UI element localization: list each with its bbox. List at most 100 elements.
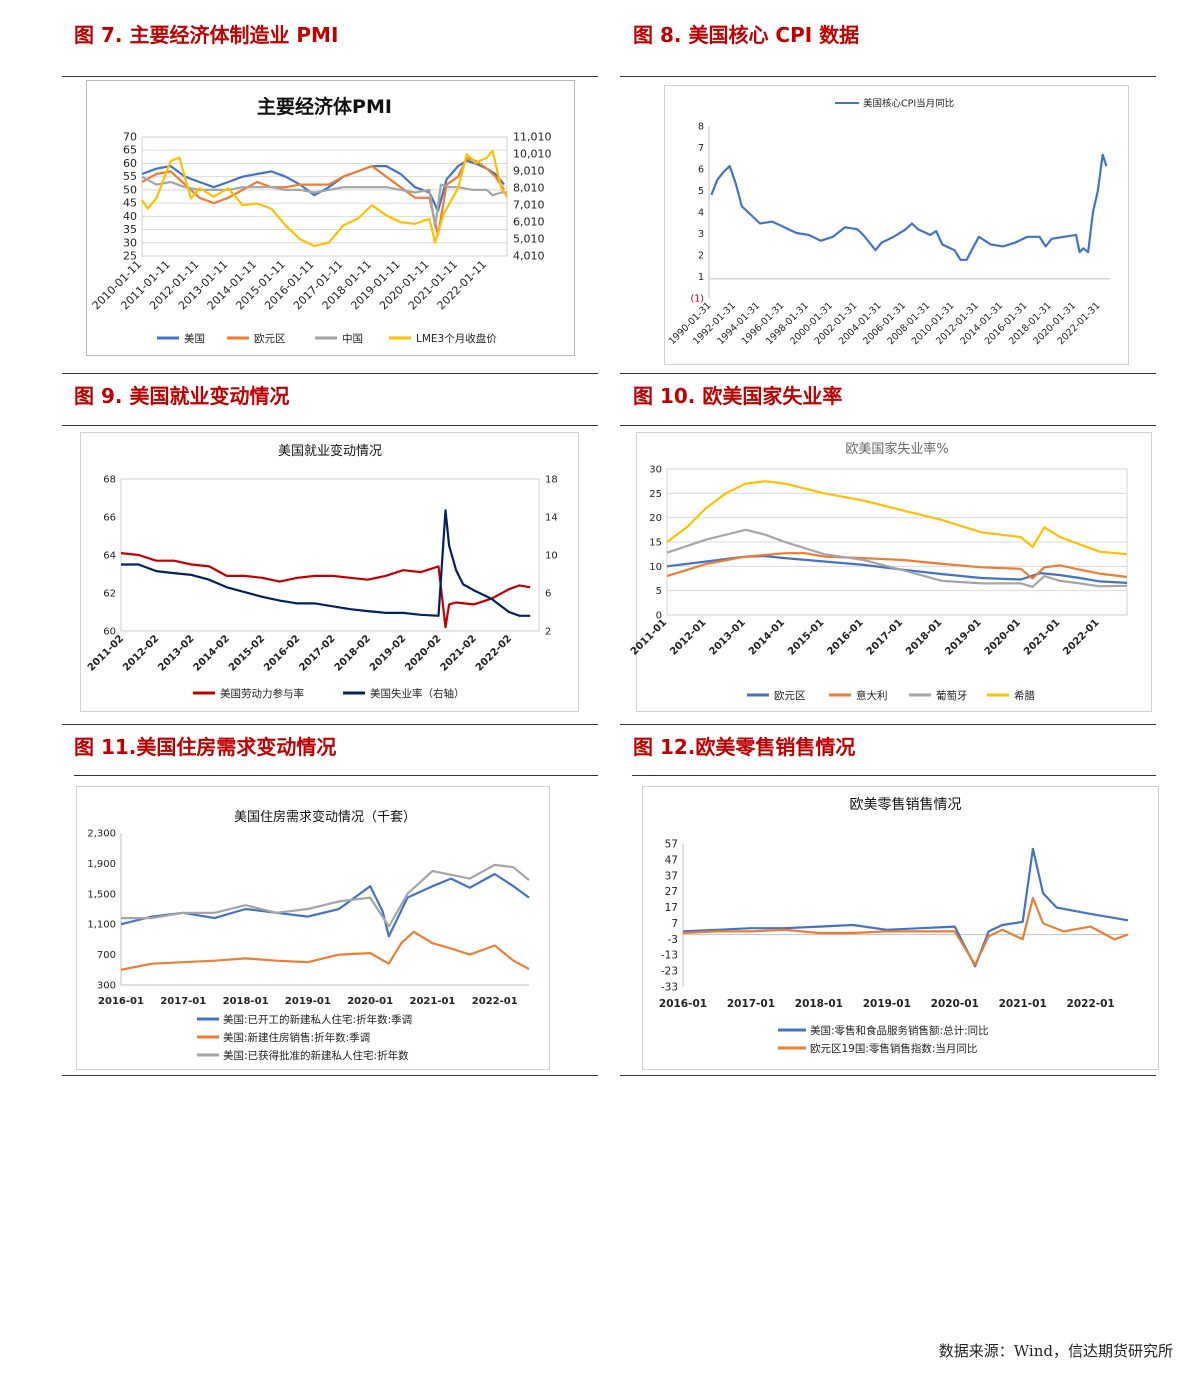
y-tick-label: 47: [665, 854, 678, 866]
chart-title: 欧美零售销售情况: [850, 797, 962, 813]
legend-label: 美国:已获得批准的新建私人住宅:折年数: [223, 1049, 409, 1062]
y-tick-label: 7: [671, 918, 678, 930]
x-tick-label: 2022-01: [1061, 617, 1101, 657]
chart-panel-c7: 主要经济体PMI 25 30 35 40 45 50 55 60 65 70 4,010 5,010 6,…: [86, 80, 575, 356]
legend-label: 美国劳动力参与率: [220, 687, 304, 700]
series-line-1: [710, 153, 1108, 261]
x-tick-label: 2019-01: [943, 617, 983, 657]
x-tick-label: 2018-01: [795, 998, 843, 1010]
legend-label: 欧元区: [254, 333, 286, 345]
series-line-2: [120, 930, 530, 971]
legend-label: 希腊: [1014, 689, 1036, 702]
x-tick-label: 2017-01: [160, 996, 206, 1007]
y2-tick-label: 10: [545, 551, 558, 562]
chart-title: 欧美国家失业率%: [845, 441, 948, 457]
x-tick-label: 2022-01: [472, 996, 518, 1007]
legend-label: 意大利: [856, 689, 888, 702]
x-tick-label: 2018-01: [223, 996, 269, 1007]
series-line-2: [121, 509, 531, 617]
y-tick-label: 10: [649, 562, 662, 573]
x-tick-label: 2020-02: [403, 633, 443, 673]
legend-label: 欧元区19国:零售销售指数:当月同比: [810, 1042, 977, 1055]
y-tick-label: 65: [123, 144, 137, 157]
x-tick-label: 2019-01: [285, 996, 331, 1007]
chart-c9: 美国就业变动情况 60 62 64 66 68 2 6 10 14 18 2011-022012-02…: [86, 443, 558, 700]
x-tick-label: 2014-01: [747, 617, 787, 657]
series-line-1: [682, 847, 1129, 968]
x-tick-label: 2021-01: [999, 998, 1047, 1010]
x-tick-label: 2012-01: [668, 617, 708, 657]
y-tick-label: 60: [103, 627, 116, 638]
y-tick-label: 55: [123, 170, 137, 183]
y-tick-label: 1: [698, 272, 704, 283]
y-tick-label: 68: [103, 475, 116, 486]
series-line-3: [121, 863, 530, 928]
y2-tick-label: 11,010: [513, 131, 552, 144]
legend-label: 美国失业率（右轴）: [370, 687, 465, 700]
y-tick-label: (1): [691, 294, 704, 305]
series-line-2: [682, 896, 1129, 966]
legend-label: 美国:已开工的新建私人住宅:折年数:季调: [223, 1013, 412, 1026]
y-tick-label: 17: [665, 902, 678, 914]
y2-tick-label: 9,010: [513, 165, 545, 178]
fig10-top-rule: [620, 425, 1156, 426]
fig11-title: 图 11.美国住房需求变动情况: [74, 735, 337, 759]
x-tick-label: 2022-01: [1067, 998, 1115, 1010]
y-tick-label: -3: [668, 934, 678, 946]
x-tick-label: 2019-01: [863, 998, 911, 1010]
chart-panel-c10: 欧美国家失业率% 0 5 10 15 20 25 30 2011-01 2012-01 2013-0…: [629, 432, 1152, 712]
legend-label: 葡萄牙: [936, 689, 968, 702]
y2-tick-label: 6,010: [513, 216, 545, 229]
y-tick-label: 300: [97, 981, 116, 992]
y-tick-label: -13: [661, 950, 678, 962]
x-tick-label: 2012-02: [121, 633, 161, 673]
x-tick-label: 2017-02: [297, 633, 337, 673]
y-tick-label: 50: [123, 183, 137, 196]
x-tick-label: 2022-02: [474, 633, 514, 673]
y-tick-label: 8: [698, 122, 704, 133]
fig9-bottom-rule: [62, 724, 598, 725]
x-tick-label: 2020-01: [931, 998, 979, 1010]
chart-c11: 美国住房需求变动情况（千套） 300 700 1,100 1,500 1,900 2,300…: [87, 809, 530, 1062]
y-tick-label: 30: [123, 236, 137, 249]
x-tick-label: 2021-01: [409, 996, 455, 1007]
y-tick-label: 15: [649, 538, 662, 549]
y-tick-label: 20: [649, 513, 662, 524]
y2-tick-label: 7,010: [513, 199, 545, 212]
y-tick-label: 1,100: [87, 920, 116, 931]
legend-label: 美国核心CPI当月同比: [863, 98, 954, 110]
chart-panel-c9: 美国就业变动情况 60 62 64 66 68 2 6 10 14 18 2011-02 2012-02…: [80, 432, 579, 712]
y2-tick-label: 8,010: [513, 182, 545, 195]
fig8-top-rule: [620, 76, 1156, 77]
x-tick-label: 2019-02: [368, 633, 408, 673]
y-tick-label: 66: [103, 513, 116, 524]
y-tick-label: 30: [649, 465, 662, 476]
fig7-title: 图 7. 主要经济体制造业 PMI: [74, 23, 339, 47]
fig11-bottom-rule: [62, 1075, 598, 1076]
chart-c10: 欧美国家失业率% 0 5 10 15 20 25 30 2011-01 2012-01 2013-0…: [629, 441, 1128, 702]
y-tick-label: 60: [123, 157, 137, 170]
y2-tick-label: 18: [545, 475, 558, 486]
fig10-bottom-rule: [620, 724, 1156, 725]
chart-title: 美国住房需求变动情况（千套）: [234, 809, 416, 825]
chart-panel-c8: (1) 1 2 3 4 5 6 7 8 1990-01-31 1992-01-31 1994-01-3…: [664, 85, 1129, 365]
chart-c8: (1)123456781990-01-311992-01-311994-01-3…: [667, 98, 1110, 347]
x-tick-label: 2017-01: [865, 617, 905, 657]
y2-tick-label: 4,010: [513, 250, 545, 263]
legend-label: 美国:新建住房销售:折年数:季调: [223, 1031, 370, 1044]
y-tick-label: 37: [665, 870, 678, 882]
y-tick-label: 7: [698, 143, 704, 154]
x-tick-label: 2013-02: [156, 633, 196, 673]
fig7-bottom-rule: [62, 373, 598, 374]
y-tick-label: 2: [698, 251, 704, 262]
fig10-title: 图 10. 欧美国家失业率: [633, 384, 843, 408]
plot-frame: [120, 478, 540, 632]
y-tick-label: 70: [123, 131, 137, 144]
y-tick-label: 1,900: [87, 859, 116, 870]
series-line-4: [141, 149, 508, 248]
y-tick-label: 5: [656, 586, 662, 597]
x-tick-label: 2011-01: [629, 617, 669, 657]
legend-label: LME3个月收盘价: [416, 332, 497, 345]
y2-tick-label: 10,010: [513, 148, 552, 161]
